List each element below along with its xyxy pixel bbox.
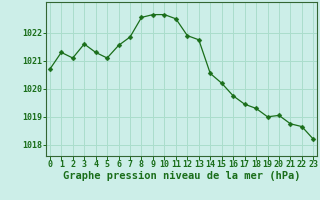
X-axis label: Graphe pression niveau de la mer (hPa): Graphe pression niveau de la mer (hPa) <box>63 171 300 181</box>
